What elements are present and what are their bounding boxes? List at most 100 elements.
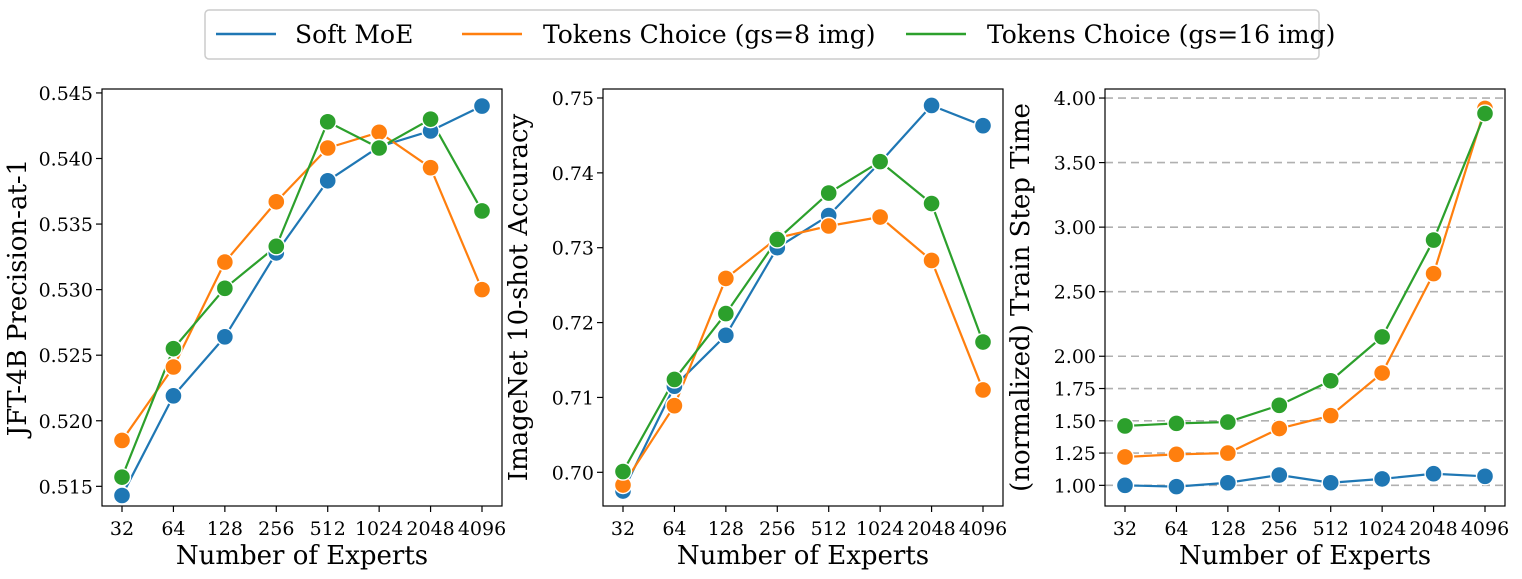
- series-line-gs16-2: [622, 160, 985, 473]
- y-tick-label-1-2: 0.525: [39, 345, 93, 367]
- x-tick-label-2-6: 2048: [907, 518, 955, 540]
- y-tick-label-3-8: 4.00: [1054, 88, 1096, 110]
- data-point-gs8-2-6: [922, 251, 941, 270]
- data-point-soft-moe-3-4: [1321, 473, 1340, 492]
- data-point-gs8-2-1: [665, 396, 684, 415]
- x-tick-label-2-0: 32: [611, 518, 635, 540]
- data-point-soft-moe-1-2: [215, 327, 235, 347]
- chart-panel-2: 0.70 0.71 0.72 0.73 0.74 0.75 32 64 128 256 512 102…: [504, 88, 1007, 571]
- data-point-gs16-1-3: [267, 237, 286, 256]
- plot-frame-1: [101, 88, 503, 507]
- y-tick-label-3-7: 3.50: [1054, 153, 1096, 175]
- x-tick-label-1-2: 128: [207, 518, 243, 540]
- data-point-gs8-1-3: [267, 192, 286, 211]
- x-tick-label-1-6: 2048: [406, 518, 454, 540]
- data-point-gs8-1-7: [472, 280, 492, 299]
- data-point-gs16-1-0: [112, 467, 132, 487]
- y-tick-label-3-5: 2.50: [1054, 282, 1096, 304]
- x-tick-label-3-6: 2048: [1409, 518, 1457, 540]
- data-point-gs8-2-5: [870, 207, 890, 227]
- data-point-gs8-1-0: [112, 431, 132, 450]
- data-point-gs16-1-4: [318, 112, 337, 131]
- y-tick-label-2-3: 0.73: [552, 238, 594, 260]
- plot-frame-3: [1104, 88, 1506, 507]
- x-tick-label-2-3: 256: [759, 518, 795, 540]
- data-point-gs8-3-1: [1167, 445, 1186, 464]
- legend: Soft MoE Tokens Choice (gs=8 img) Tokens…: [204, 9, 1335, 60]
- y-tick-label-2-4: 0.74: [552, 163, 594, 185]
- y-tick-label-3-3: 1.75: [1054, 379, 1096, 401]
- data-point-gs16-2-7: [973, 332, 993, 352]
- data-point-gs16-2-3: [768, 230, 787, 249]
- data-point-gs8-1-1: [164, 357, 183, 377]
- data-point-soft-moe-2-7: [973, 116, 993, 135]
- data-point-gs16-2-4: [819, 183, 838, 203]
- data-point-gs16-3-3: [1270, 396, 1289, 415]
- data-point-gs16-2-5: [870, 152, 890, 171]
- legend-label-gs16: Tokens Choice (gs=16 img): [987, 20, 1335, 49]
- y-tick-label-1-0: 0.515: [39, 476, 93, 498]
- x-tick-label-3-4: 512: [1313, 518, 1349, 540]
- x-axis-label-2: Number of Experts: [677, 541, 929, 571]
- y-tick-label-1-6: 0.545: [39, 83, 93, 105]
- data-point-gs8-2-7: [973, 380, 993, 400]
- y-axis-label-1: JFT-4B Precision-at-1: [3, 159, 33, 439]
- data-point-soft-moe-3-1: [1167, 477, 1186, 496]
- x-tick-label-2-1: 64: [662, 518, 686, 540]
- data-point-gs16-3-1: [1167, 414, 1186, 433]
- y-tick-label-2-1: 0.71: [552, 387, 594, 409]
- y-tick-label-2-2: 0.72: [552, 313, 594, 335]
- data-point-gs8-3-3: [1270, 419, 1289, 438]
- data-point-gs8-1-4: [318, 138, 337, 158]
- y-tick-label-3-0: 1.00: [1054, 475, 1096, 497]
- data-point-gs16-2-0: [613, 462, 633, 481]
- data-point-gs16-1-6: [421, 109, 440, 129]
- data-point-soft-moe-1-1: [164, 386, 183, 406]
- x-tick-label-2-4: 512: [811, 518, 847, 540]
- x-tick-label-1-3: 256: [258, 518, 294, 540]
- data-point-gs16-2-6: [922, 194, 941, 213]
- x-tick-label-3-7: 4096: [1461, 518, 1509, 540]
- data-point-soft-moe-3-3: [1270, 465, 1289, 485]
- data-point-gs16-1-5: [369, 138, 389, 158]
- x-tick-label-3-2: 128: [1210, 518, 1246, 540]
- data-point-soft-moe-3-7: [1475, 467, 1495, 486]
- series-line-gs8-3: [1124, 108, 1487, 459]
- legend-label-gs8: Tokens Choice (gs=8 img): [543, 20, 875, 49]
- y-axis-label-2: ImageNet 10-shot Accuracy: [504, 113, 534, 481]
- x-tick-label-3-1: 64: [1164, 518, 1188, 540]
- x-tick-label-3-5: 1024: [1358, 518, 1406, 540]
- y-tick-label-1-3: 0.530: [39, 280, 93, 302]
- data-point-gs8-3-0: [1115, 447, 1135, 467]
- data-point-gs16-3-6: [1424, 230, 1443, 250]
- data-point-gs16-2-2: [716, 304, 736, 323]
- y-tick-label-3-1: 1.25: [1054, 443, 1096, 465]
- data-point-gs8-3-6: [1424, 264, 1443, 283]
- data-point-soft-moe-3-6: [1424, 464, 1443, 483]
- data-point-soft-moe-1-4: [318, 171, 337, 190]
- legend-frame: [204, 9, 1320, 60]
- data-point-gs16-2-1: [665, 370, 684, 389]
- y-tick-label-1-4: 0.535: [39, 214, 93, 236]
- y-tick-label-1-1: 0.520: [39, 411, 93, 433]
- data-point-gs8-1-5: [369, 123, 389, 142]
- data-point-gs8-3-5: [1372, 363, 1392, 383]
- data-point-gs16-3-4: [1321, 371, 1340, 390]
- series-line-soft-moe-2: [622, 104, 984, 492]
- data-point-gs8-1-6: [421, 158, 440, 177]
- x-axis-label-3: Number of Experts: [1179, 541, 1431, 571]
- data-point-gs8-3-4: [1321, 406, 1340, 425]
- chart-panel-1: 0.515 0.520 0.525 0.530 0.535 0.540 0.545 32 64 1…: [3, 83, 506, 571]
- x-tick-label-1-1: 64: [161, 518, 185, 540]
- y-tick-label-2-5: 0.75: [552, 88, 594, 110]
- data-point-gs16-3-0: [1115, 416, 1135, 436]
- series-line-gs16-1: [120, 118, 483, 478]
- x-tick-label-2-2: 128: [708, 518, 744, 540]
- x-axis-label-1: Number of Experts: [176, 541, 428, 571]
- legend-label-soft-moe: Soft MoE: [295, 20, 413, 49]
- data-point-soft-moe-1-0: [112, 486, 132, 505]
- x-tick-label-2-5: 1024: [856, 518, 904, 540]
- x-tick-label-1-7: 4096: [458, 518, 506, 540]
